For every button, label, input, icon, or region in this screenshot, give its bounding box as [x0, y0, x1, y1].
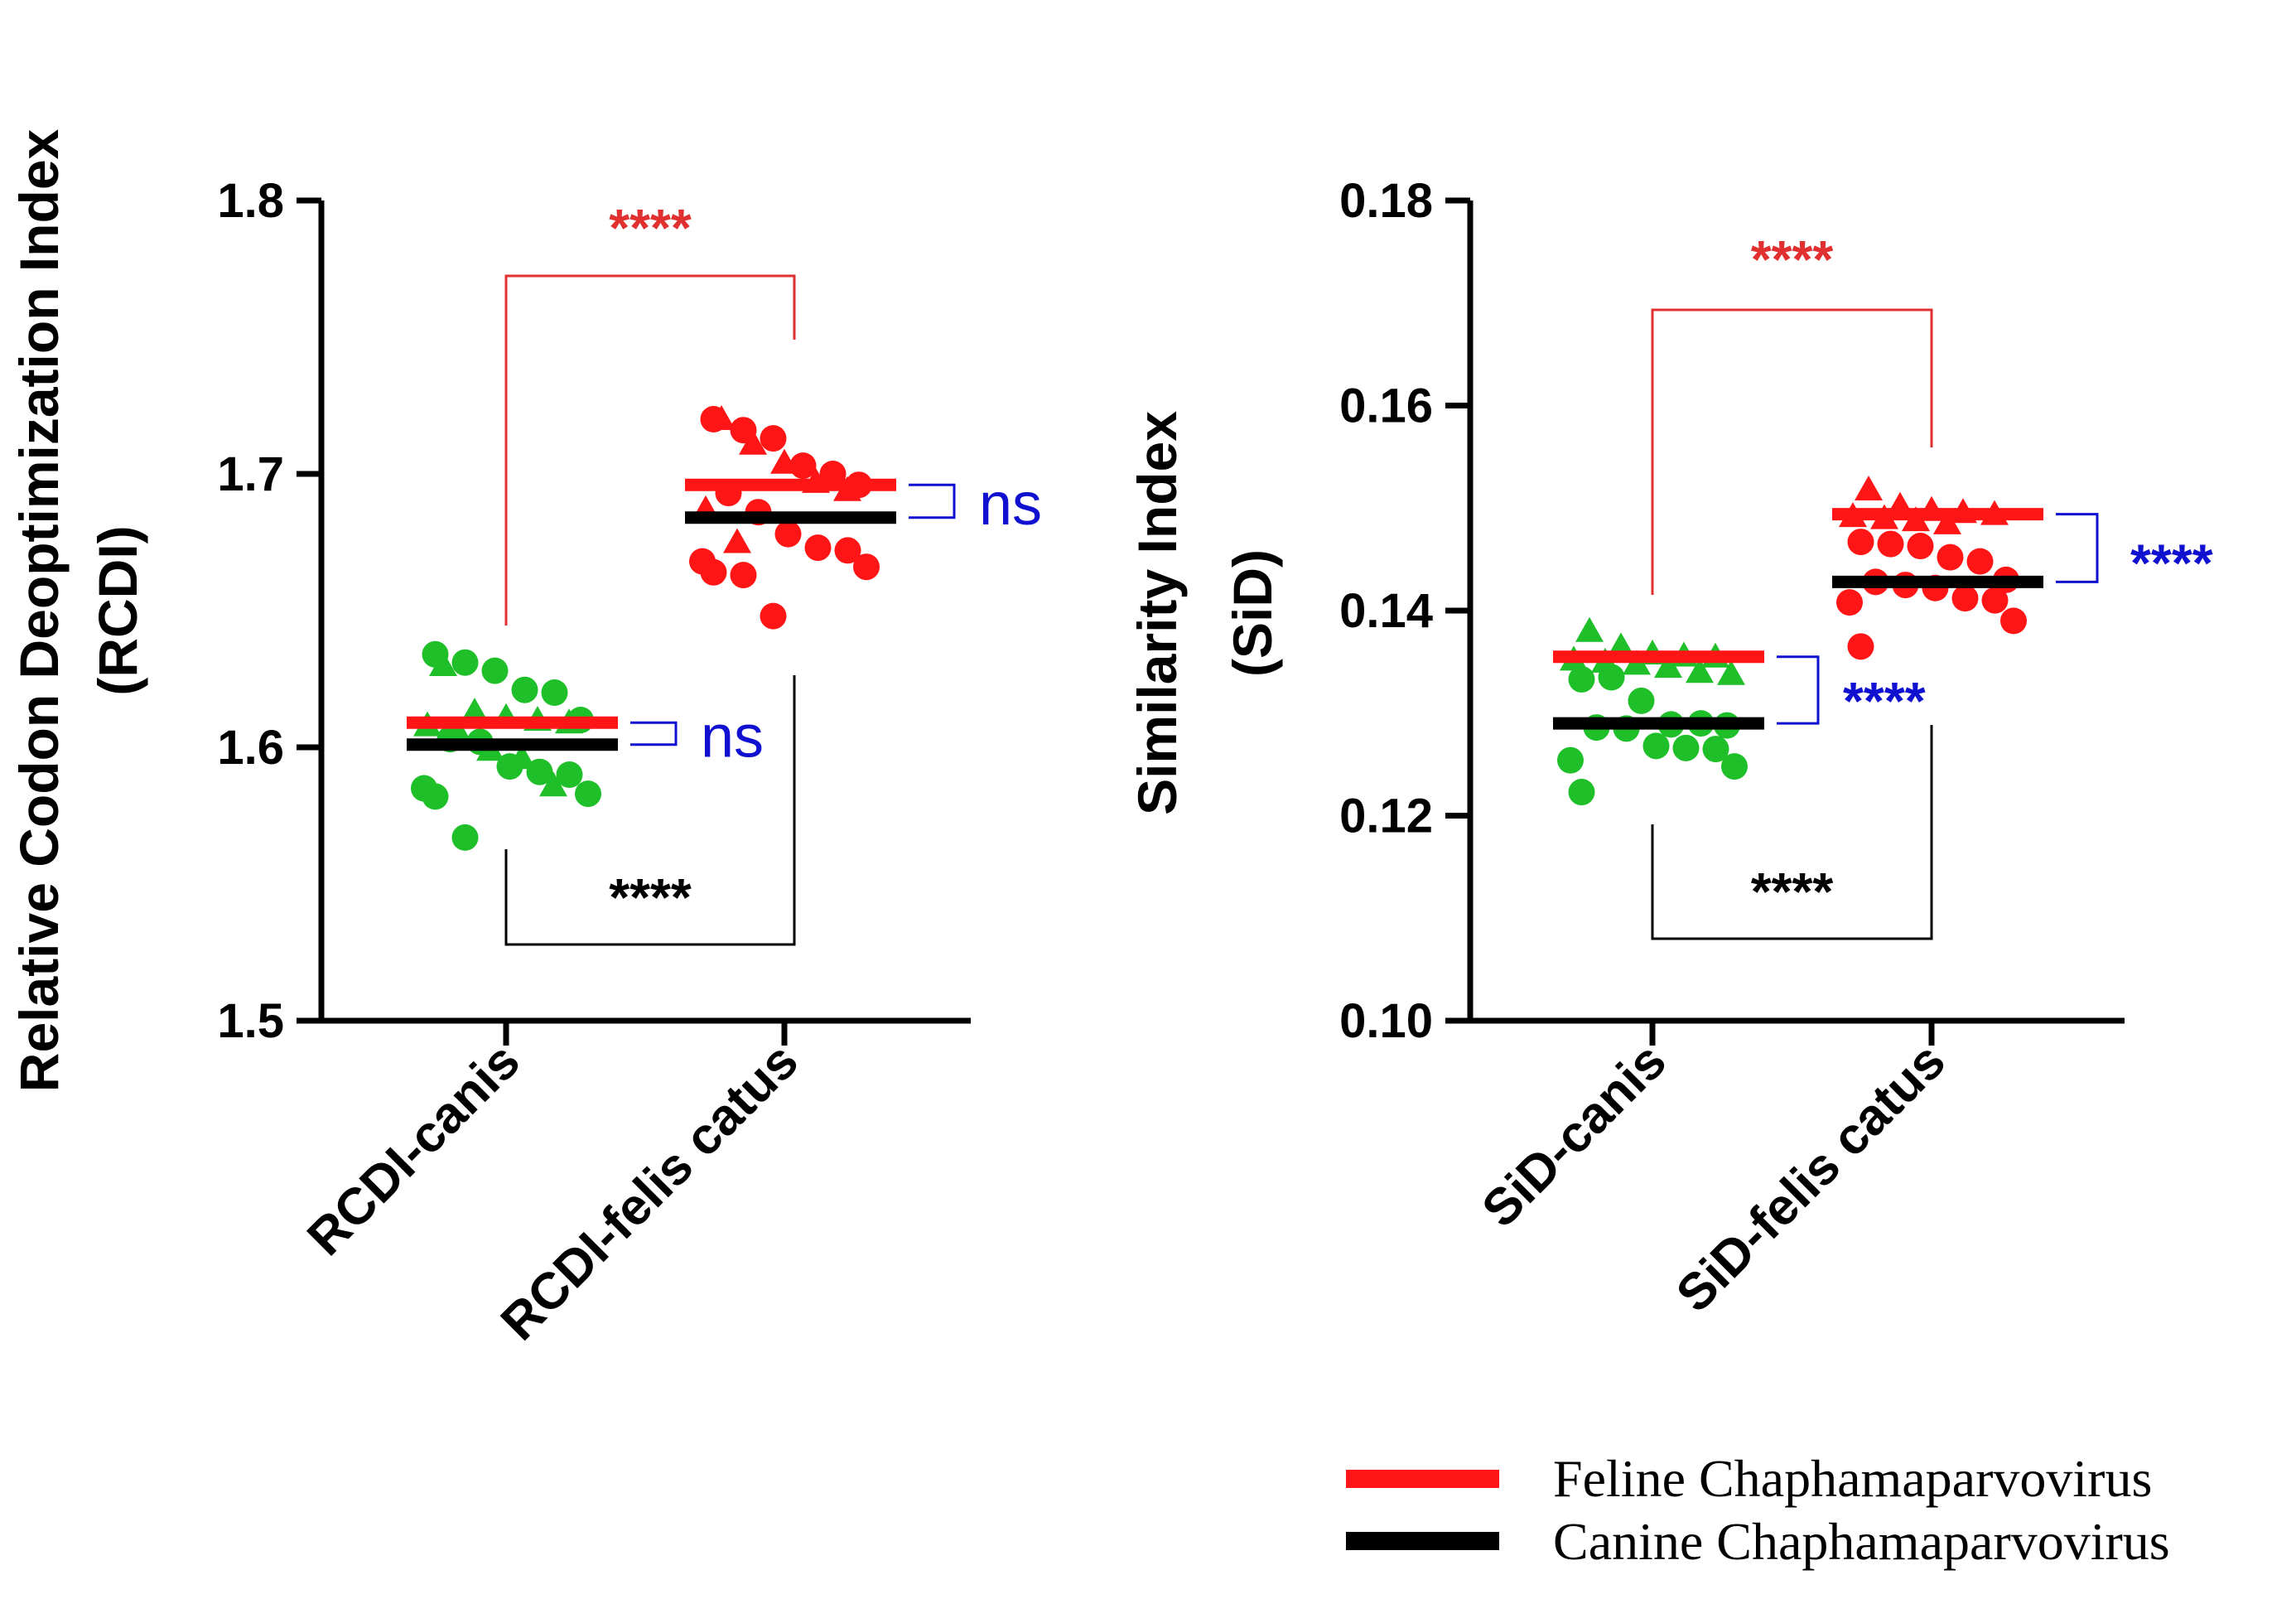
data-point-circle [511, 676, 538, 703]
data-point-triangle [1575, 616, 1604, 642]
data-point-circle [1836, 589, 1863, 616]
data-point-circle [1672, 734, 1700, 761]
black-bracket [1651, 725, 1933, 940]
data-point-triangle [508, 744, 536, 770]
rcdi-panel: 1.5 1.6 1.7 1.8 Relative Codon Deoptimizatio… [8, 128, 1042, 1351]
data-point-circle [853, 553, 880, 581]
data-point-circle [1966, 548, 1994, 575]
y-axis-title: Relative Codon Deoptimization Index [8, 128, 70, 1092]
data-point-triangle [707, 405, 736, 430]
legend-feline-label: Feline Chaphamaparvovirus [1553, 1449, 2152, 1508]
data-point-triangle [1933, 509, 1961, 534]
sig-label-black: **** [609, 867, 692, 927]
data-point-triangle [1855, 475, 1883, 500]
x-category-label: RCDI-canis [297, 1032, 531, 1267]
y-tick-label: 1.8 [217, 174, 284, 228]
data-point-circle [1628, 687, 1655, 714]
y-tick-label: 1.7 [217, 447, 284, 501]
data-point-circle [834, 537, 861, 564]
sig-label-black: **** [1751, 862, 1834, 921]
data-point-triangle [1686, 658, 1714, 684]
data-point-circle [774, 520, 802, 548]
data-point-triangle [429, 651, 457, 676]
y-tick-label: 0.14 [1339, 584, 1433, 638]
data-point-circle [760, 425, 787, 452]
data-point-circle [1568, 665, 1595, 693]
data-point-circle [1907, 533, 1934, 560]
blue-bracket [630, 721, 678, 746]
y-axis-title: Similarity Index [1126, 411, 1188, 815]
data-point-circle [760, 602, 787, 630]
data-point-circle [1847, 633, 1874, 660]
x-category-label: SiD-felis catus [1666, 1032, 1956, 1323]
x-category-label: RCDI-felis catus [490, 1032, 809, 1351]
sig-label-blue: **** [2130, 534, 2213, 593]
data-point-triangle [539, 771, 567, 797]
data-point-circle [700, 558, 727, 586]
data-point-circle [730, 562, 757, 589]
data-point-circle [556, 761, 583, 788]
data-point-circle [1981, 587, 2009, 614]
data-point-circle [481, 657, 509, 684]
blue-bracket [909, 483, 956, 519]
data-point-circle [451, 824, 479, 851]
sig-label-blue: **** [1843, 671, 1926, 731]
blue-bracket [1777, 655, 1820, 725]
y-tick-label: 1.6 [217, 721, 284, 775]
sig-label-red: **** [609, 198, 692, 258]
data-point-circle [1557, 746, 1584, 774]
data-point-triangle [461, 698, 489, 723]
data-point-circle [2000, 607, 2027, 635]
legend: Feline Chaphamaparvovirus Canine Chapham… [1346, 1449, 2170, 1571]
data-point-circle [1568, 779, 1595, 806]
data-point-triangle [770, 448, 798, 474]
data-point-triangle [739, 429, 767, 455]
data-point-triangle [445, 719, 473, 745]
data-point-circle [1847, 529, 1874, 556]
data-point-circle [1642, 732, 1670, 760]
ns-label: ns [701, 704, 764, 771]
data-point-triangle [1717, 659, 1745, 685]
data-point-circle [1951, 585, 1979, 612]
red-bracket [504, 274, 796, 626]
y-axis-title-line2: (RCDI) [87, 525, 148, 695]
data-point-circle [1721, 753, 1748, 780]
data-point-circle [575, 780, 601, 808]
x-category-label: SiD-canis [1471, 1032, 1677, 1239]
y-axis-title-line2: (SiD) [1222, 549, 1283, 677]
data-point-circle [422, 783, 449, 810]
data-point-circle [1877, 530, 1904, 558]
red-bracket [1651, 308, 1933, 595]
ns-label: ns [979, 471, 1042, 538]
data-point-triangle [1654, 653, 1682, 679]
y-tick-label: 0.16 [1339, 379, 1433, 433]
black-bracket [504, 675, 796, 946]
y-tick-label: 0.10 [1339, 994, 1433, 1048]
y-tick-label: 0.18 [1339, 174, 1433, 228]
data-point-circle [451, 649, 479, 676]
y-tick-label: 0.12 [1339, 790, 1433, 843]
data-point-triangle [723, 528, 751, 553]
sig-label-red: **** [1751, 229, 1834, 289]
sid-panel: 0.10 0.12 0.14 0.16 0.18 Similarity Index (SiD… [1126, 174, 2213, 1323]
blue-bracket [2056, 513, 2099, 583]
legend-canine-label: Canine Chaphamaparvovirus [1553, 1512, 2170, 1571]
data-point-circle [1937, 543, 1964, 571]
data-point-circle [804, 534, 832, 562]
y-tick-label: 1.5 [217, 994, 284, 1048]
data-point-circle [1702, 736, 1729, 763]
data-point-circle [541, 679, 568, 706]
